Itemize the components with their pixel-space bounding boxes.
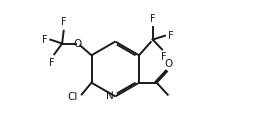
Text: O: O <box>74 39 82 49</box>
Text: O: O <box>165 59 173 69</box>
Text: F: F <box>49 58 55 68</box>
Text: F: F <box>61 17 67 27</box>
Text: F: F <box>161 52 166 62</box>
Text: F: F <box>42 35 47 45</box>
Text: F: F <box>168 31 174 41</box>
Text: F: F <box>150 14 156 24</box>
Text: N: N <box>105 91 113 101</box>
Text: Cl: Cl <box>67 92 78 102</box>
